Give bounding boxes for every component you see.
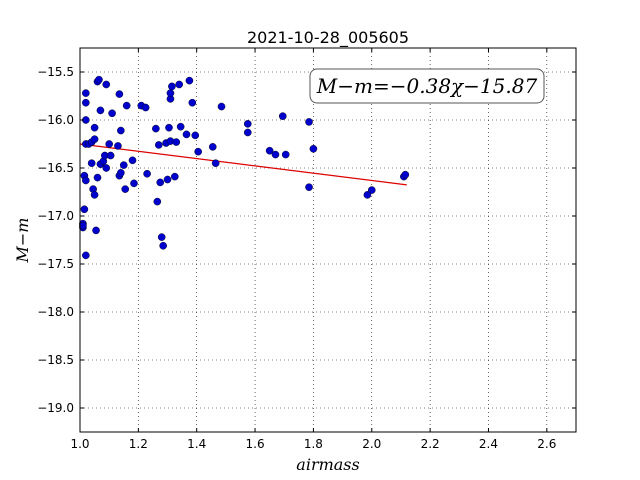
data-point (117, 126, 125, 135)
x-tick-label: 1.8 (304, 437, 323, 451)
data-point (309, 144, 318, 153)
data-point (141, 103, 150, 112)
axis-ticks: 1.0 1.2 1.4 1.6 1.8 2.0 2.2 2.4 2.6 −15.5 −16.0 −16… (37, 48, 576, 451)
data-point (281, 150, 290, 159)
data-point (114, 142, 122, 150)
x-tick-label: 2.4 (479, 437, 498, 451)
data-point (154, 141, 163, 149)
data-point (367, 186, 376, 194)
data-point (171, 172, 179, 181)
fit-line-group (79, 143, 407, 186)
data-point (79, 221, 87, 230)
x-axis-label: airmass (296, 455, 359, 474)
data-point (121, 185, 130, 193)
data-point (156, 178, 165, 187)
annotation-box: M−m=−0.38χ−15.87 (309, 68, 545, 104)
data-point (211, 159, 220, 167)
data-point (90, 135, 99, 143)
y-tick-label: −18.0 (37, 305, 74, 319)
data-point (87, 159, 96, 167)
data-point (166, 89, 175, 97)
data-point (82, 98, 90, 107)
data-point (105, 140, 113, 148)
data-points (79, 75, 410, 260)
data-point (194, 147, 202, 156)
data-point (278, 112, 287, 120)
data-point (96, 106, 105, 115)
data-point (172, 138, 181, 146)
data-point (128, 156, 137, 165)
data-point (305, 183, 313, 191)
y-axis-label: M−m (13, 218, 32, 264)
data-point (363, 191, 372, 199)
data-point (401, 170, 410, 179)
y-tick-label: −18.5 (37, 353, 74, 367)
grid-lines (79, 48, 576, 432)
data-point (90, 123, 99, 132)
data-point (130, 179, 138, 188)
data-point (188, 98, 197, 107)
data-point (152, 124, 160, 133)
data-point (106, 151, 115, 160)
plot-frame (79, 47, 577, 433)
fit-line (79, 143, 407, 186)
data-point (102, 164, 111, 172)
y-tick-label: −16.0 (37, 113, 74, 127)
data-point (243, 120, 252, 128)
data-point (117, 168, 125, 177)
data-point (265, 146, 274, 155)
data-point (243, 128, 252, 137)
y-tick-label: −17.5 (37, 257, 74, 271)
x-tick-label: 1.4 (187, 437, 206, 451)
data-point (305, 118, 313, 126)
x-tick-label: 2.2 (421, 437, 440, 451)
y-tick-label: −17.0 (37, 209, 74, 223)
data-point (165, 123, 173, 132)
x-tick-label: 2.6 (537, 437, 556, 451)
data-point (82, 89, 90, 97)
data-point (182, 130, 191, 139)
chart-title: 2021-10-28_005605 (247, 28, 409, 48)
x-tick-label: 1.6 (246, 437, 265, 451)
x-tick-label: 1.2 (129, 437, 148, 451)
data-point (175, 80, 183, 89)
data-point (159, 241, 167, 250)
annotation-frame (309, 68, 545, 104)
data-point (108, 109, 116, 118)
data-point (82, 251, 90, 260)
data-point (115, 90, 124, 98)
x-tick-label: 2.0 (362, 437, 381, 451)
data-point (168, 82, 176, 91)
data-point (93, 173, 102, 182)
y-tick-label: −15.5 (37, 65, 74, 79)
data-point (80, 205, 89, 214)
data-point (217, 102, 226, 111)
data-point (191, 131, 200, 140)
data-point (119, 161, 128, 169)
data-point (95, 75, 103, 84)
data-point (153, 197, 162, 206)
data-point (122, 101, 131, 110)
data-point (90, 191, 99, 199)
data-point (92, 226, 100, 235)
data-point (163, 175, 172, 184)
y-tick-label: −16.5 (37, 161, 74, 175)
data-point (176, 122, 185, 131)
fit-equation-label: M−m=−0.38χ−15.87 (316, 74, 538, 98)
data-point (143, 169, 151, 178)
data-point (157, 233, 166, 241)
data-point (271, 150, 280, 159)
data-point (208, 143, 217, 151)
y-tick-label: −19.0 (37, 401, 74, 415)
data-point (102, 80, 111, 89)
data-point (82, 176, 90, 185)
data-point (185, 76, 194, 85)
x-tick-label: 1.0 (70, 437, 89, 451)
